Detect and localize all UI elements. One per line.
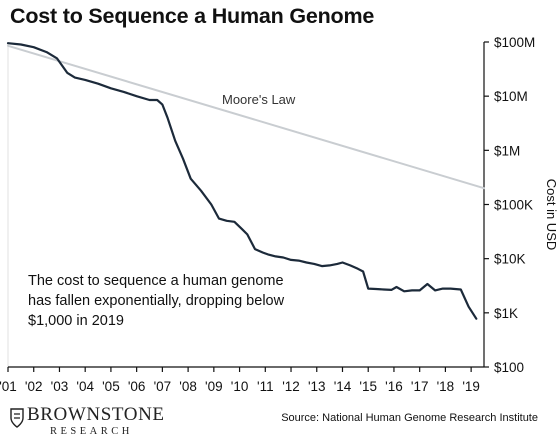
x-tick-label: '02: [25, 379, 43, 394]
annotation-line: $1,000 in 2019: [28, 313, 124, 329]
moores-law-line: [7, 44, 485, 190]
annotation-line: has fallen exponentially, dropping below: [28, 293, 285, 309]
y-tick-label: $100: [494, 360, 524, 375]
x-tick-label: '16: [385, 379, 403, 394]
x-tick-label: '17: [411, 379, 429, 394]
x-tick-label: '13: [308, 379, 326, 394]
y-tick-label: $100M: [494, 35, 535, 50]
genome-cost-line: [6, 42, 478, 320]
x-tick-label: '12: [282, 379, 300, 394]
x-tick-label: '01: [0, 379, 17, 394]
y-axis-label: Cost in USD: [544, 179, 559, 251]
x-tick-label: '07: [154, 379, 172, 394]
x-tick-label: '14: [334, 379, 352, 394]
x-tick-label: '08: [179, 379, 197, 394]
x-tick-label: '11: [257, 379, 274, 394]
x-tick-label: '18: [437, 379, 455, 394]
page-title: Cost to Sequence a Human Genome: [10, 4, 375, 28]
brownstone-logo: BROWNSTONE RESEARCH: [10, 404, 190, 444]
x-tick-label: '03: [51, 379, 69, 394]
x-tick-label: '06: [128, 379, 146, 394]
logo-subtitle: RESEARCH: [50, 426, 133, 437]
x-tick-label: '09: [205, 379, 223, 394]
annotation-text: The cost to sequence a human genome has …: [28, 273, 285, 329]
moores-law-label: Moore's Law: [222, 92, 296, 107]
x-tick-label: '04: [76, 379, 94, 394]
annotation-line: The cost to sequence a human genome: [28, 273, 284, 289]
x-tick-label: '10: [231, 379, 249, 394]
y-tick-label: $10M: [494, 89, 528, 104]
y-axis-ticks: $100 $1K $10K $100K $1M $10M $100M: [484, 35, 535, 375]
x-tick-label: '15: [359, 379, 377, 394]
x-tick-label: '19: [462, 379, 480, 394]
y-tick-label: $1M: [494, 143, 520, 158]
y-tick-label: $1K: [494, 306, 518, 321]
y-tick-label: $10K: [494, 252, 526, 267]
series-layer: [6, 42, 485, 320]
x-axis-ticks: '01 '02 '03 '04 '05 '06 '07 '08 '09 '10 '11 '12 '13 '…: [0, 367, 480, 394]
y-tick-label: $100K: [494, 198, 533, 213]
x-tick-label: '05: [102, 379, 120, 394]
logo-name: BROWNSTONE: [27, 404, 165, 425]
shield-crest-icon: [10, 408, 24, 428]
source-note: Source: National Human Genome Research I…: [281, 412, 538, 424]
